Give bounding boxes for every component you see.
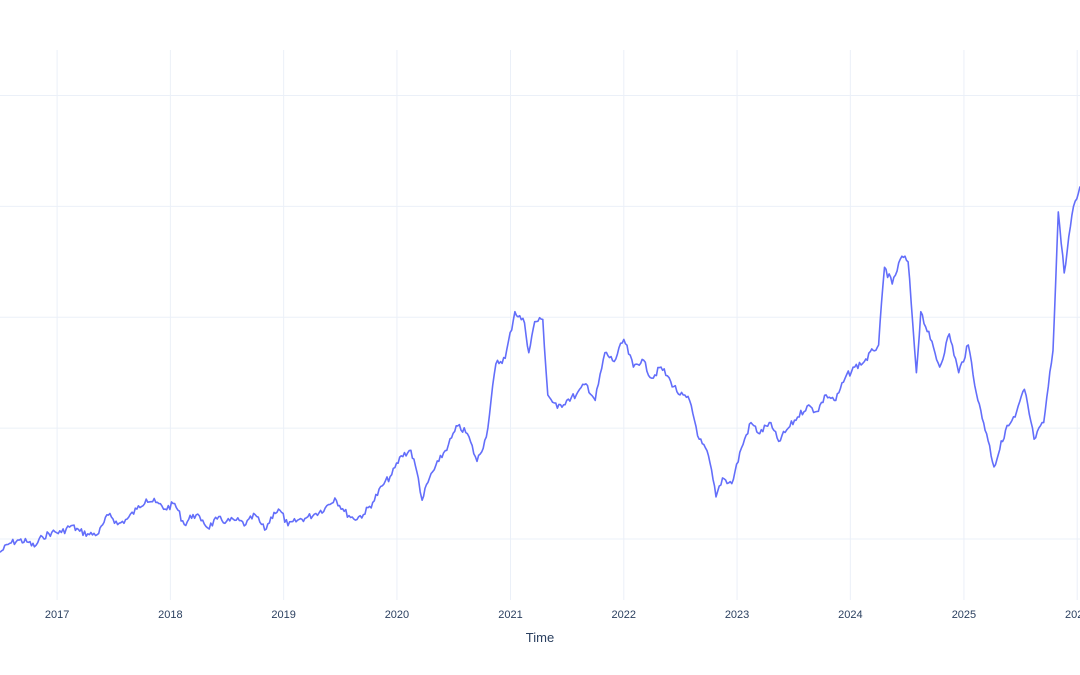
x-axis-title: Time bbox=[526, 630, 554, 645]
x-tick-label: 2021 bbox=[498, 609, 522, 621]
x-tick-label: 2024 bbox=[838, 609, 862, 621]
series-line bbox=[0, 186, 1080, 553]
x-tick-label: 2023 bbox=[725, 609, 749, 621]
plot-area bbox=[0, 186, 1080, 553]
gridlines bbox=[0, 50, 1080, 600]
x-tick-label: 2020 bbox=[385, 609, 409, 621]
x-axis-tick-labels: 2017 2018 2019 2020 2021 2022 2023 2024 2025 2026 bbox=[45, 609, 1080, 621]
x-tick-label: 2022 bbox=[612, 609, 636, 621]
x-tick-label: 2019 bbox=[271, 609, 295, 621]
x-tick-label: 2017 bbox=[45, 609, 69, 621]
x-tick-label: 2018 bbox=[158, 609, 182, 621]
x-tick-label: 2025 bbox=[952, 609, 976, 621]
x-tick-label: 2026 bbox=[1065, 609, 1080, 621]
